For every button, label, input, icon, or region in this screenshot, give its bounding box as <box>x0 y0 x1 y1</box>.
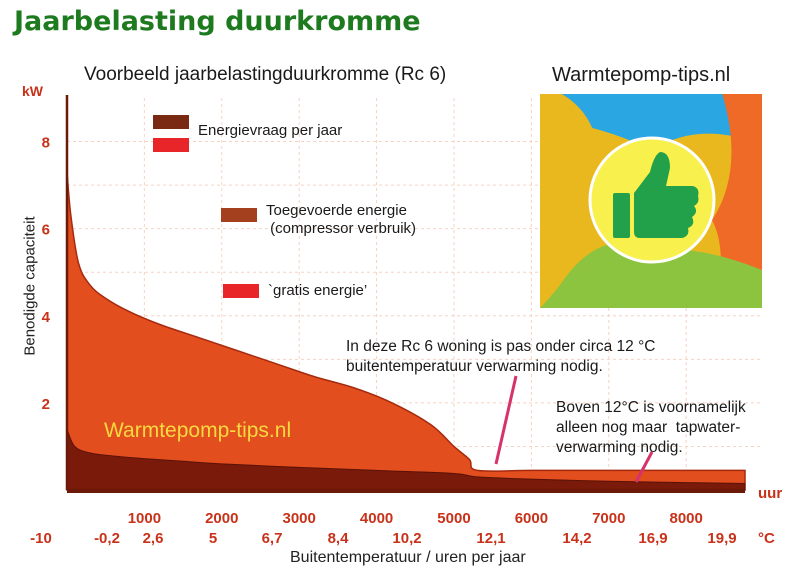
x-hour-tick-label: 4000 <box>360 510 393 527</box>
x-hour-tick-label: 3000 <box>283 510 316 527</box>
legend-swatch <box>223 284 259 298</box>
tick-labels: 2 4 6 8 kW 1000 2000 3000 4000 5000 6000 7000 8000 uu… <box>22 83 782 547</box>
legend-label-gratis: `gratis energie’ <box>268 282 368 299</box>
annotation-12-degrees-line2: buitentemperatuur verwarming nodig. <box>346 358 603 375</box>
y-tick-label: 6 <box>42 222 50 239</box>
x-temp-tick-label: 16,9 <box>638 530 667 547</box>
legend-swatch <box>153 138 189 152</box>
x-temp-tick-label: 8,4 <box>328 530 350 547</box>
logo-green-panel <box>540 242 762 308</box>
annotation-12-degrees-line1: In deze Rc 6 woning is pas onder circa 1… <box>346 338 656 355</box>
legend-label-toegevoerd-line2: (compressor verbruik) <box>266 220 417 237</box>
x-temp-tick-label: 6,7 <box>262 530 283 547</box>
x-hour-tick-label: 7000 <box>592 510 625 527</box>
x-axis-line <box>67 490 745 493</box>
x-axis-label: Buitentemperatuur / uren per jaar <box>290 549 526 566</box>
x-temp-tick-label: -0,2 <box>94 530 120 547</box>
brand-title: Warmtepomp-tips.nl <box>552 64 731 86</box>
legend-label-toegevoerd-line1: Toegevoerde energie <box>266 202 407 219</box>
y-unit-label: kW <box>22 83 44 99</box>
axes <box>65 95 745 493</box>
area-energievraag <box>66 171 746 491</box>
x-temp-tick-label: 2,6 <box>143 530 164 547</box>
x-hour-tick-label: 6000 <box>515 510 548 527</box>
logo-yellow-panel <box>540 93 600 260</box>
annotation-pointer-tapwater <box>634 451 654 483</box>
annotation-12-degrees: In deze Rc 6 woning is pas onder circa 1… <box>346 337 655 377</box>
annotation-tapwater-line2: alleen nog maar tapwater- <box>556 419 741 436</box>
page-title: Jaarbelasting duurkromme <box>14 6 421 37</box>
x-temp-tick-label: 14,2 <box>562 530 591 547</box>
series-areas <box>66 171 746 491</box>
x-hour-tick-label: 5000 <box>437 510 470 527</box>
x-temp-tick-label: 12,1 <box>476 530 505 547</box>
chart-watermark: Warmtepomp-tips.nl <box>104 419 292 442</box>
x-hour-tick-label: 8000 <box>669 510 702 527</box>
annotation-tapwater: Boven 12°C is voornamelijk alleen nog ma… <box>556 398 746 458</box>
y-tick-label: 8 <box>42 135 50 152</box>
legend-swatch <box>153 115 189 129</box>
y-tick-label: 2 <box>42 396 50 413</box>
x-hour-tick-label: 2000 <box>205 510 238 527</box>
area-toegevoerde-energie <box>66 428 746 491</box>
y-tick-label: 4 <box>42 309 51 326</box>
x-hour-tick-label: 1000 <box>128 510 161 527</box>
legend-label-energievraag: Energievraag per jaar <box>198 122 343 139</box>
x-temp-tick-label: 5 <box>209 530 217 547</box>
x-temp-tick-label: 10,2 <box>392 530 421 547</box>
x-temp-tick-label: -10 <box>30 530 52 547</box>
y-axis-label: Benodigde capaciteit <box>21 216 39 356</box>
brand-logo <box>540 92 762 308</box>
logo-blue-panel <box>540 93 762 150</box>
legend-label-toegevoerd: Toegevoerde energie (compressor verbruik… <box>266 202 416 238</box>
chart-title: Voorbeeld jaarbelastingduurkromme (Rc 6) <box>84 64 447 85</box>
legend-swatches <box>153 115 259 298</box>
logo-orange-panel <box>712 93 762 308</box>
x-temp-tick-label: 19,9 <box>707 530 736 547</box>
x-unit-label: uur <box>758 485 782 502</box>
thumbs-up-hand <box>634 152 699 238</box>
temp-unit-label: °C <box>758 530 775 547</box>
annotation-pointer-12-degrees <box>494 375 518 465</box>
annotation-pointers <box>494 375 654 483</box>
legend-swatch <box>221 208 257 222</box>
annotation-tapwater-line1: Boven 12°C is voornamelijk <box>556 399 746 416</box>
thumbs-up-icon <box>613 193 630 238</box>
annotation-tapwater-line3: verwarming nodig. <box>556 439 683 456</box>
